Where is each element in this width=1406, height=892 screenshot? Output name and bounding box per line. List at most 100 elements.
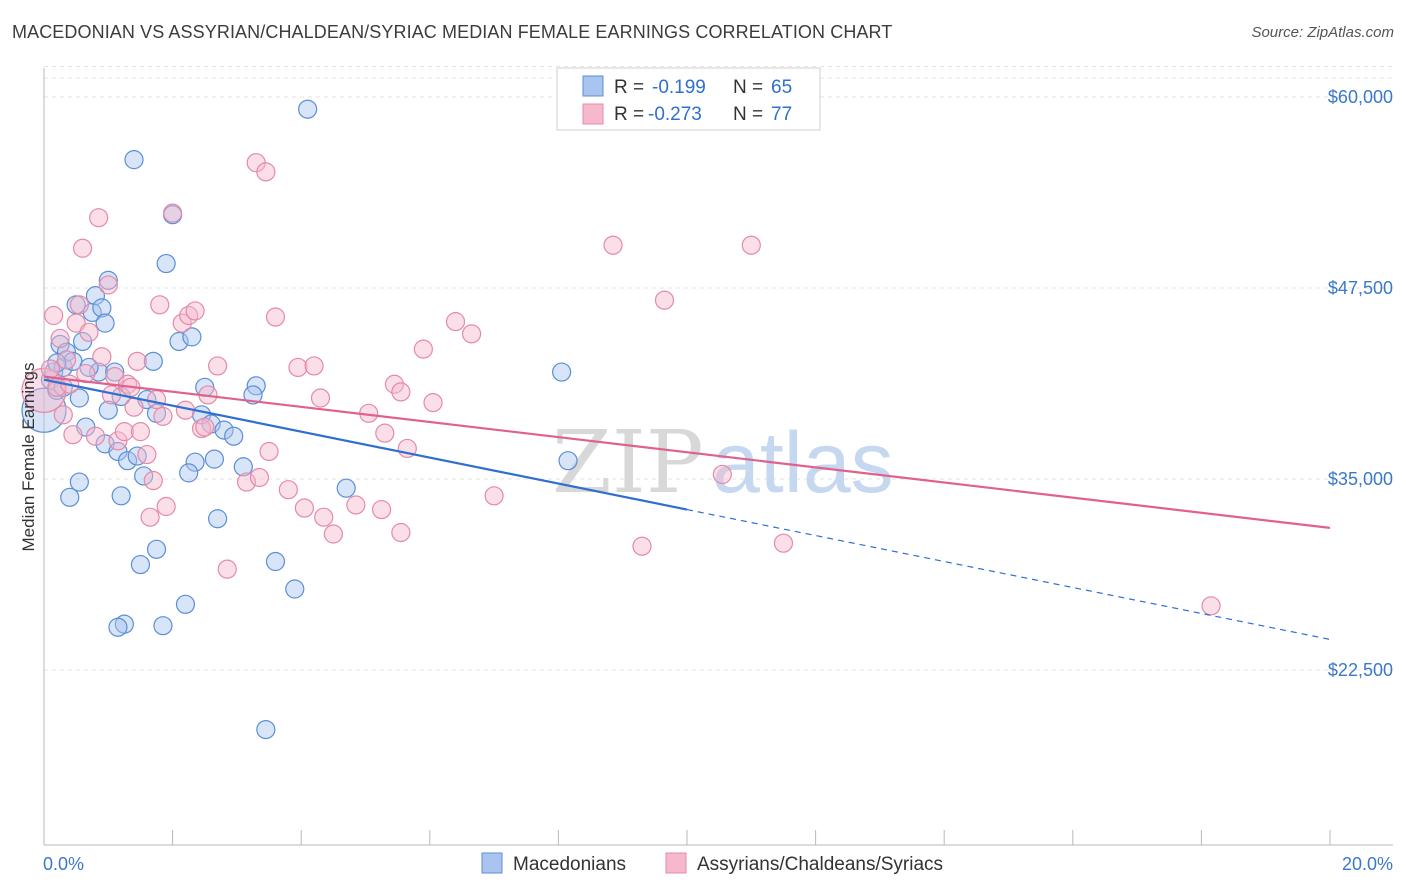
data-point: [214, 420, 234, 440]
data-point: [208, 509, 228, 529]
data-point: [208, 356, 228, 376]
data-point: [558, 451, 578, 471]
data-point: [741, 235, 761, 255]
bottom-legend-swatch-macedonians: [481, 852, 503, 874]
bottom-legend-label-macedonians: Macedonians: [513, 854, 626, 875]
data-point: [156, 253, 176, 274]
data-point: [336, 478, 356, 498]
series-macedonians-points: [21, 99, 578, 740]
data-point: [134, 466, 154, 486]
data-point: [79, 322, 99, 342]
data-point: [89, 208, 109, 228]
data-point: [259, 441, 279, 462]
data-point: [143, 351, 163, 371]
data-point: [98, 275, 118, 295]
data-point: [98, 400, 118, 420]
legend-r-label-1: R =: [614, 77, 644, 98]
data-point: [63, 425, 83, 445]
data-point: [1201, 596, 1221, 616]
data-point: [179, 463, 199, 483]
data-point: [114, 422, 134, 442]
gridlines: [44, 65, 1393, 671]
legend-n-label-1: N =: [733, 77, 763, 98]
data-point: [285, 579, 305, 599]
data-point: [233, 457, 253, 477]
data-point: [423, 393, 443, 413]
data-point: [288, 357, 308, 378]
data-point: [294, 498, 315, 518]
data-point: [69, 472, 89, 492]
axes: [43, 68, 1393, 846]
data-point: [413, 339, 433, 359]
legend-r-label-2: R =: [614, 104, 644, 125]
data-point: [143, 470, 163, 491]
data-point: [117, 451, 138, 471]
data-point: [98, 270, 118, 290]
data-point: [712, 464, 732, 485]
data-point: [69, 388, 89, 408]
data-point: [153, 616, 173, 636]
legend-swatch-macedonians: [582, 75, 604, 97]
y-tick-label: $22,500: [1328, 660, 1393, 680]
x-tick-label-min: 0.0%: [43, 854, 84, 874]
data-point: [217, 559, 237, 579]
data-point: [445, 312, 466, 332]
data-point: [175, 594, 196, 614]
chart-title: MACEDONIAN VS ASSYRIAN/CHALDEAN/SYRIAC M…: [12, 22, 893, 42]
data-point: [146, 389, 167, 410]
data-point: [632, 536, 652, 556]
data-point: [40, 359, 61, 379]
data-point: [53, 405, 73, 425]
data-point: [140, 507, 160, 527]
data-point: [375, 423, 395, 443]
source-credit: Source: ZipAtlas.com: [1251, 24, 1394, 41]
y-tick-label: $35,000: [1328, 469, 1393, 489]
legend-n-label-2: N =: [733, 104, 763, 125]
data-point: [552, 362, 572, 382]
data-point: [484, 486, 504, 506]
data-point: [243, 385, 263, 405]
data-point: [69, 295, 89, 315]
data-point: [371, 499, 392, 520]
y-tick-label: $60,000: [1328, 87, 1393, 107]
data-point: [304, 356, 324, 376]
data-point: [150, 295, 170, 315]
watermark-atlas: atlas: [712, 415, 894, 511]
data-point: [92, 347, 112, 367]
data-point: [204, 449, 224, 469]
data-point: [137, 444, 157, 465]
data-point: [654, 290, 675, 310]
data-point: [172, 313, 192, 333]
bottom-legend: Macedonians Assyrians/Chaldeans/Syriacs: [481, 852, 943, 875]
data-point: [298, 99, 318, 119]
data-point: [130, 554, 151, 575]
data-point: [21, 367, 67, 413]
data-point: [44, 305, 64, 326]
data-point: [111, 486, 131, 506]
data-point: [236, 472, 257, 492]
data-point: [249, 467, 270, 488]
trend-line-assyrians: [43, 375, 1331, 529]
data-point: [85, 286, 106, 306]
trend-line-macedonians: [43, 378, 688, 511]
x-tick-label-max: 20.0%: [1342, 854, 1393, 874]
data-point: [124, 150, 144, 170]
data-point: [346, 495, 366, 515]
bottom-legend-label-assyrians: Assyrians/Chaldeans/Syriacs: [697, 854, 943, 875]
y-tick-labels: $22,500 $35,000 $47,500 $60,000: [1328, 87, 1393, 680]
data-point: [169, 331, 189, 352]
data-point: [117, 374, 138, 394]
legend-r-value-1: -0.199: [652, 77, 706, 98]
data-point: [185, 301, 205, 321]
data-point: [60, 487, 80, 507]
data-point: [461, 324, 482, 344]
y-axis-label: Median Female Earnings: [19, 363, 38, 552]
data-point: [278, 480, 298, 500]
data-point: [153, 406, 173, 426]
data-point: [130, 422, 151, 442]
data-point: [310, 388, 331, 408]
data-point: [773, 533, 794, 553]
data-point: [256, 162, 276, 182]
data-point: [146, 539, 167, 559]
data-point: [391, 382, 411, 402]
